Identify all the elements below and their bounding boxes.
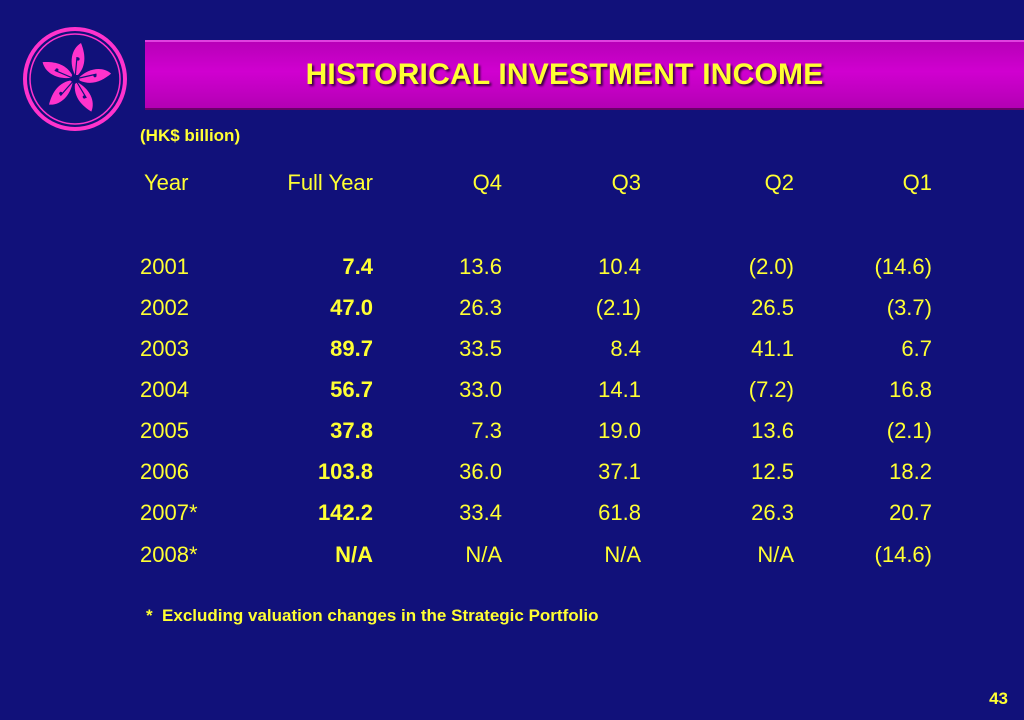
cell-full-year: N/A (335, 542, 373, 567)
header-year: Year (144, 170, 189, 195)
cell-year: 2002 (140, 295, 189, 320)
cell-q3: 37.1 (598, 459, 641, 484)
cell-full-year: 56.7 (330, 377, 373, 402)
header-q3: Q3 (611, 170, 641, 195)
table-row: 2004 56.7 33.0 14.1 (7.2) 16.8 (0, 377, 1024, 407)
cell-year: 2005 (140, 418, 189, 443)
cell-q3: 61.8 (598, 500, 641, 525)
cell-q1: (14.6) (874, 254, 932, 279)
cell-year: 2004 (140, 377, 189, 402)
cell-q3: (2.1) (595, 295, 641, 320)
cell-full-year: 47.0 (330, 295, 373, 320)
cell-q1: (14.6) (874, 542, 932, 567)
header-q1: Q1 (902, 170, 932, 195)
page-title: HISTORICAL INVESTMENT INCOME (305, 58, 824, 91)
header-q4: Q4 (472, 170, 502, 195)
page-number: 43 (989, 689, 1008, 708)
header-q2: Q2 (764, 170, 794, 195)
cell-q1: (2.1) (886, 418, 932, 443)
cell-q3: N/A (604, 542, 641, 567)
cell-q2: N/A (757, 542, 794, 567)
cell-q2: 13.6 (751, 418, 794, 443)
table-header-row: Year Full Year Q4 Q3 Q2 Q1 (0, 170, 1024, 200)
cell-q3: 8.4 (610, 336, 641, 361)
table-row: 2008* N/A N/A N/A N/A (14.6) (0, 542, 1024, 572)
cell-q2: 12.5 (751, 459, 794, 484)
table-row: 2003 89.7 33.5 8.4 41.1 6.7 (0, 336, 1024, 366)
table-row: 2007* 142.2 33.4 61.8 26.3 20.7 (0, 500, 1024, 530)
cell-q4: 7.3 (471, 418, 502, 443)
unit-label: (HK$ billion) (140, 126, 241, 145)
cell-q4: 33.5 (459, 336, 502, 361)
cell-q4: 36.0 (459, 459, 502, 484)
cell-q2: 26.5 (751, 295, 794, 320)
table-row: 2005 37.8 7.3 19.0 13.6 (2.1) (0, 418, 1024, 448)
cell-q2: 26.3 (751, 500, 794, 525)
cell-q3: 19.0 (598, 418, 641, 443)
cell-year: 2001 (140, 254, 189, 279)
table-row: 2001 7.4 13.6 10.4 (2.0) (14.6) (0, 254, 1024, 284)
cell-full-year: 37.8 (330, 418, 373, 443)
table-row: 2002 47.0 26.3 (2.1) 26.5 (3.7) (0, 295, 1024, 325)
header-full-year: Full Year (287, 170, 373, 195)
table-row: 2006 103.8 36.0 37.1 12.5 18.2 (0, 459, 1024, 489)
cell-year: 2008* (140, 542, 198, 567)
footnote: * Excluding valuation changes in the Str… (146, 606, 599, 625)
cell-q2: 41.1 (751, 336, 794, 361)
cell-q4: 33.4 (459, 500, 502, 525)
cell-q3: 10.4 (598, 254, 641, 279)
bauhinia-flower-logo (22, 26, 128, 132)
title-bar: HISTORICAL INVESTMENT INCOME (145, 40, 1024, 110)
cell-q2: (2.0) (748, 254, 794, 279)
cell-q1: 6.7 (901, 336, 932, 361)
cell-full-year: 89.7 (330, 336, 373, 361)
cell-q2: (7.2) (748, 377, 794, 402)
cell-year: 2006 (140, 459, 189, 484)
bauhinia-flower-icon (23, 27, 127, 131)
cell-q4: 33.0 (459, 377, 502, 402)
cell-full-year: 103.8 (317, 459, 373, 484)
cell-q3: 14.1 (598, 377, 641, 402)
cell-q1: 18.2 (889, 459, 932, 484)
cell-q4: 13.6 (459, 254, 502, 279)
cell-q4: 26.3 (459, 295, 502, 320)
cell-year: 2007* (140, 500, 198, 525)
cell-q1: 20.7 (889, 500, 932, 525)
cell-q4: N/A (465, 542, 502, 567)
cell-full-year: 7.4 (342, 254, 373, 279)
cell-q1: 16.8 (889, 377, 932, 402)
cell-full-year: 142.2 (317, 500, 373, 525)
cell-year: 2003 (140, 336, 189, 361)
cell-q1: (3.7) (886, 295, 932, 320)
